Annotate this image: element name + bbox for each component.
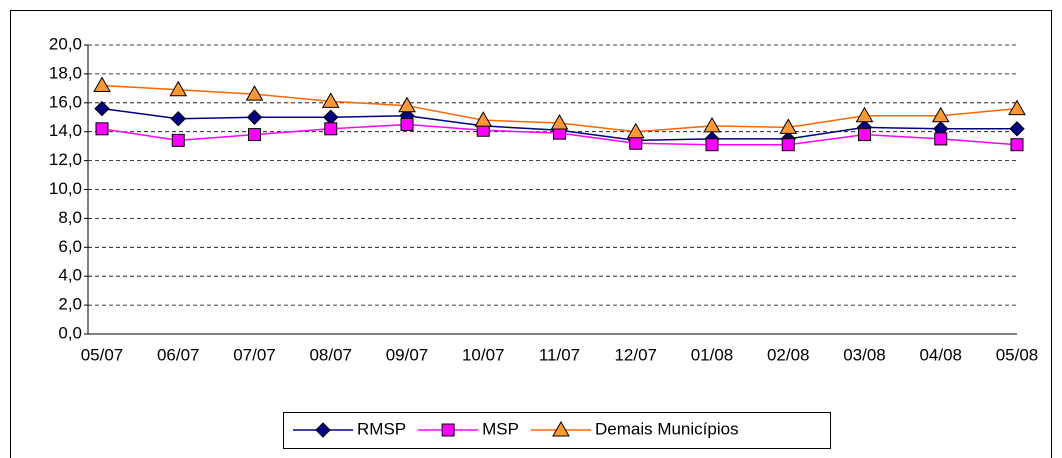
- marker: [169, 80, 188, 97]
- marker: [855, 106, 874, 123]
- marker: [779, 118, 798, 134]
- legend-marker: [441, 423, 455, 437]
- x-tick-label: 09/07: [386, 345, 429, 364]
- marker: [321, 92, 340, 108]
- marker: [245, 85, 264, 101]
- x-tick-label: 06/07: [157, 345, 200, 364]
- x-tick-label: 11/07: [539, 345, 580, 364]
- marker: [246, 109, 263, 125]
- x-tick-label: 02/08: [767, 345, 810, 364]
- y-tick-label: 4,0: [58, 266, 82, 285]
- x-tick-label: 12/07: [614, 345, 657, 364]
- marker: [705, 138, 719, 152]
- legend: RMSP MSP Demais Municípios: [283, 412, 831, 449]
- marker: [703, 116, 721, 133]
- marker: [550, 114, 569, 130]
- y-tick-label: 12,0: [49, 150, 82, 169]
- y-tick-label: 10,0: [49, 179, 82, 198]
- marker: [626, 122, 645, 139]
- marker: [171, 133, 185, 147]
- y-tick-label: 20,0: [49, 34, 82, 53]
- y-tick-label: 16,0: [49, 92, 82, 111]
- legend-marker: [552, 420, 570, 437]
- marker: [474, 111, 493, 127]
- marker: [1009, 121, 1025, 137]
- marker: [931, 106, 950, 123]
- marker: [94, 100, 110, 117]
- legend-label: RMSP: [357, 419, 406, 438]
- marker: [629, 136, 643, 150]
- x-tick-label: 10/07: [462, 345, 505, 364]
- legend-label: Demais Municípios: [595, 419, 739, 438]
- y-tick-label: 18,0: [49, 63, 82, 82]
- marker: [781, 138, 795, 152]
- y-tick-label: 0,0: [58, 323, 82, 342]
- legend-marker: [315, 422, 331, 438]
- marker: [95, 122, 109, 136]
- marker: [934, 132, 948, 146]
- marker: [400, 117, 414, 131]
- y-tick-label: 14,0: [49, 121, 82, 140]
- x-tick-label: 07/07: [233, 345, 276, 364]
- y-tick-label: 6,0: [58, 237, 82, 256]
- marker: [1008, 99, 1026, 116]
- y-tick-label: 2,0: [58, 295, 82, 314]
- x-tick-label: 01/08: [691, 345, 734, 364]
- legend-label: MSP: [482, 419, 519, 438]
- marker: [1010, 138, 1024, 152]
- marker: [248, 128, 261, 142]
- marker: [398, 96, 416, 113]
- marker: [858, 128, 871, 142]
- x-tick-label: 05/07: [81, 345, 124, 364]
- chart-frame: [10, 10, 1052, 458]
- x-tick-label: 05/08: [996, 345, 1039, 364]
- y-tick-label: 8,0: [58, 208, 82, 227]
- x-tick-label: 08/07: [309, 345, 352, 364]
- marker: [93, 76, 111, 92]
- x-tick-label: 04/08: [919, 345, 962, 364]
- marker: [324, 122, 338, 136]
- x-tick-label: 03/08: [843, 345, 886, 364]
- marker: [170, 110, 186, 127]
